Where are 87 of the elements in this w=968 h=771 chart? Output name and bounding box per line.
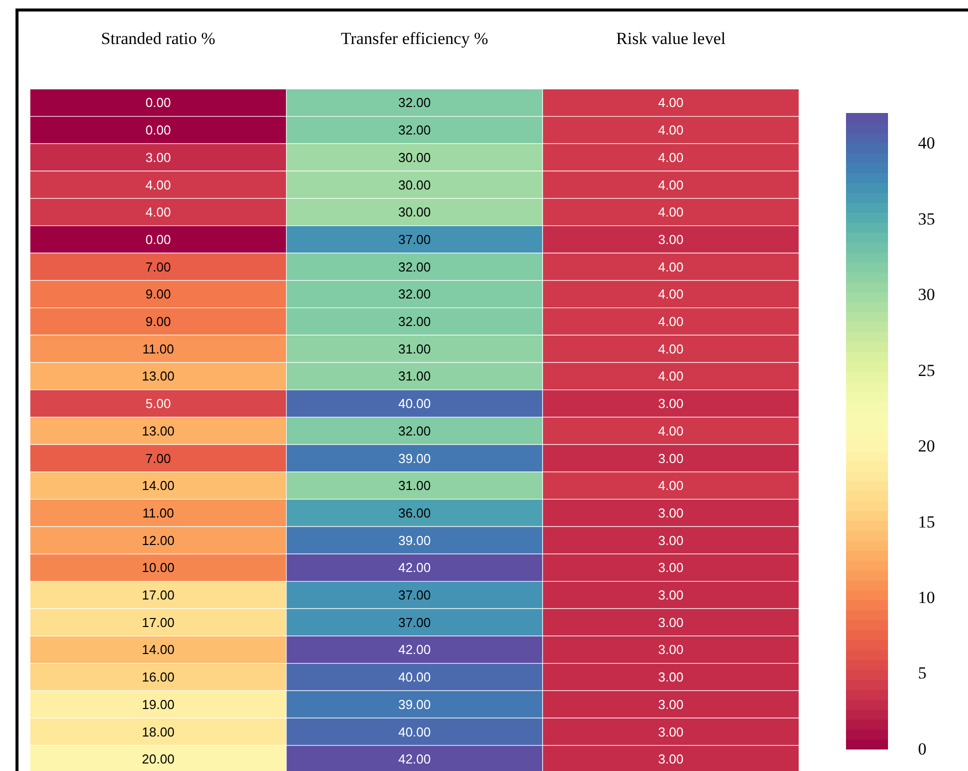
data-label: 31.00	[398, 368, 431, 384]
data-label: 0.00	[146, 122, 171, 138]
data-label: 3.00	[658, 588, 684, 603]
data-label: 3.00	[658, 450, 684, 466]
color-bar-label: 40	[918, 134, 935, 153]
data-label: 32.00	[398, 122, 431, 138]
x-tick-label: Stranded ratio %	[101, 29, 216, 48]
data-label: 4.00	[658, 478, 684, 494]
data-label: 12.00	[142, 532, 174, 548]
data-label: 31.00	[398, 478, 431, 494]
data-label: 9.00	[146, 286, 171, 302]
data-label: 3.00	[658, 232, 684, 247]
data-label: 4.00	[658, 368, 684, 384]
data-label: 4.00	[658, 177, 684, 192]
data-label: 3.00	[658, 560, 684, 576]
data-label: 0.00	[146, 232, 171, 247]
data-label: 32.00	[398, 259, 431, 274]
data-label: 39.00	[398, 450, 431, 466]
data-label: 3.00	[658, 724, 684, 740]
data-label: 3.00	[658, 505, 684, 520]
data-label: 4.00	[146, 177, 171, 192]
x-tick-label: Risk value level	[616, 29, 726, 48]
data-label: 3.00	[658, 396, 684, 412]
data-label: 10.00	[142, 560, 174, 576]
data-label: 37.00	[398, 232, 431, 247]
data-label: 39.00	[398, 532, 431, 548]
data-label: 16.00	[142, 670, 174, 685]
data-label: 37.00	[398, 614, 431, 630]
data-label: 9.00	[146, 314, 171, 330]
data-label: 0.00	[146, 95, 171, 110]
color-bar-label: 20	[918, 436, 935, 456]
data-label: 13.00	[142, 423, 174, 438]
color-bar-label: 5	[918, 664, 926, 683]
data-label: 32.00	[398, 286, 431, 302]
data-label: 31.00	[398, 341, 431, 356]
data-label: 39.00	[398, 696, 431, 712]
data-label: 40.00	[398, 670, 431, 685]
data-label: 4.00	[658, 95, 684, 110]
data-label: 4.00	[658, 341, 684, 356]
data-label: 14.00	[142, 642, 174, 658]
data-label: 7.00	[146, 259, 171, 274]
data-label: 32.00	[398, 423, 431, 438]
data-label: 42.00	[398, 560, 431, 576]
x-tick-label: Transfer efficiency %	[340, 29, 488, 48]
data-label: 4.00	[658, 259, 684, 274]
data-label: 4.00	[146, 204, 171, 220]
data-label: 32.00	[398, 314, 431, 330]
data-label: 3.00	[658, 696, 684, 712]
data-label: 14.00	[142, 478, 174, 494]
data-label: 3.00	[658, 752, 684, 767]
data-label: 3.00	[658, 614, 684, 630]
data-label: 30.00	[398, 177, 431, 192]
data-label: 13.00	[142, 368, 174, 384]
data-label: 19.00	[142, 696, 174, 712]
data-label: 17.00	[142, 588, 174, 603]
data-label: 7.00	[146, 450, 171, 466]
data-label: 11.00	[142, 341, 174, 356]
data-label: 36.00	[398, 505, 431, 520]
color-bar-label: 30	[918, 285, 935, 304]
data-label: 4.00	[658, 150, 684, 165]
color-bar-label: 25	[918, 360, 935, 380]
data-label: 32.00	[398, 95, 431, 110]
data-label: 5.00	[146, 396, 171, 412]
data-label: 3.00	[658, 670, 684, 685]
data-label: 30.00	[398, 204, 431, 220]
data-label: 42.00	[398, 642, 431, 658]
data-label: 4.00	[658, 314, 684, 330]
data-label: 4.00	[658, 122, 684, 138]
data-label: 3.00	[658, 532, 684, 548]
data-label: 17.00	[142, 614, 174, 630]
color-bar-label: 35	[918, 209, 935, 228]
data-label: 30.00	[398, 150, 431, 165]
color-bar-label: 0	[918, 739, 926, 758]
data-label: 20.00	[142, 752, 174, 767]
data-label: 40.00	[398, 724, 431, 740]
data-label: 40.00	[398, 396, 431, 412]
data-label: 42.00	[398, 752, 431, 767]
data-label: 18.00	[142, 724, 174, 740]
color-bar-label: 10	[918, 588, 935, 608]
data-label: 37.00	[398, 588, 431, 603]
color-bar-label: 15	[918, 512, 935, 532]
data-label: 4.00	[658, 204, 684, 220]
data-label: 3.00	[146, 150, 171, 165]
data-label: 4.00	[658, 286, 684, 302]
data-label: 4.00	[658, 423, 684, 438]
data-label: 11.00	[142, 505, 174, 520]
data-label: 3.00	[658, 642, 684, 658]
